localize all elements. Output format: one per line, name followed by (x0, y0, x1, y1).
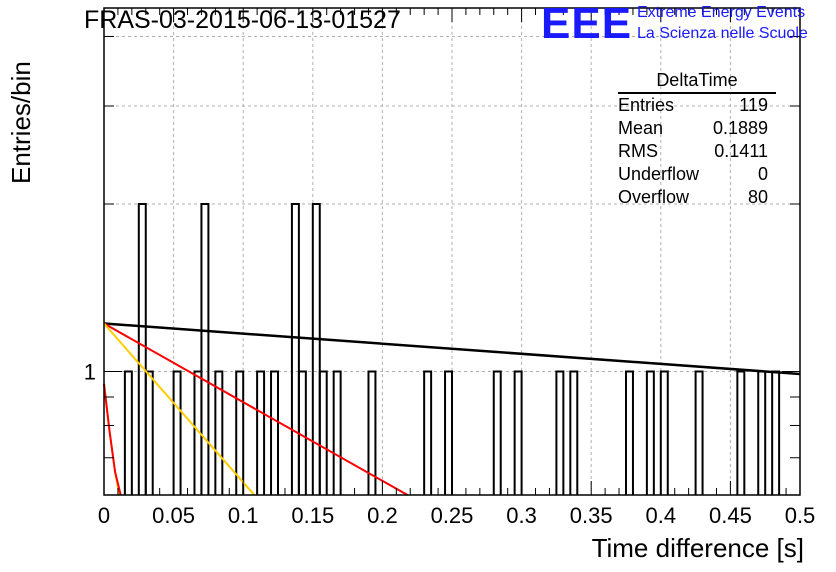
stats-value: 0 (757, 164, 768, 184)
histogram-bar (172, 370, 182, 495)
histogram-bar (555, 370, 565, 495)
histogram-bar (736, 370, 746, 495)
histogram-bar (200, 203, 210, 495)
brand-line-1: Extreme Energy Events (637, 4, 806, 21)
x-tick-label: 0.2 (367, 503, 398, 528)
stats-key: Overflow (618, 187, 690, 207)
histogram-bar (444, 370, 453, 495)
stats-value: 119 (739, 95, 768, 115)
x-tick-label: 0.15 (291, 503, 334, 528)
x-tick-label: 0.25 (431, 503, 474, 528)
histogram-bar (332, 370, 342, 495)
x-tick-label: 0.1 (228, 503, 259, 528)
x-tick-label: 0 (98, 503, 110, 528)
histogram-bar (367, 370, 377, 495)
x-tick-label: 0.45 (709, 503, 752, 528)
brand-line-2: La Scienza nelle Scuole (637, 25, 808, 42)
fit-curve (103, 322, 801, 376)
x-axis-label: Time difference [s] (591, 533, 804, 563)
stats-box: DeltaTime Entries 119 Mean 0.1889 RMS 0.… (612, 68, 782, 209)
stats-row-overflow: Overflow 80 (612, 186, 782, 209)
stats-title: DeltaTime (618, 68, 776, 94)
histogram-bar (569, 370, 579, 495)
stats-row-rms: RMS 0.1411 (612, 140, 782, 163)
histogram-bar (423, 370, 433, 495)
x-tick-label: 0.35 (570, 503, 613, 528)
histogram-bar (214, 370, 224, 495)
x-tick-label: 0.05 (152, 503, 195, 528)
y-tick-label: 1 (84, 360, 96, 385)
histogram-bar (123, 370, 133, 495)
fit-curve (103, 322, 256, 496)
histogram-bar (659, 370, 669, 495)
histogram-bar (513, 370, 523, 495)
histogram-bar (270, 370, 279, 495)
stats-key: Entries (618, 95, 675, 115)
histogram-bar (137, 203, 147, 495)
histogram-bar (144, 370, 154, 495)
stats-row-mean: Mean 0.1889 (612, 117, 782, 140)
fit-curve (103, 383, 122, 496)
axis-ticks (103, 8, 801, 496)
y-axis-label: Entries/bin (6, 61, 36, 184)
histogram-bar (694, 370, 704, 495)
stats-row-underflow: Underflow 0 (612, 163, 782, 186)
stats-value: 80 (747, 187, 768, 207)
stats-value: 0.1411 (714, 141, 768, 161)
histogram-bar (492, 370, 502, 495)
stats-key: Mean (618, 118, 664, 138)
stats-row-entries: Entries 119 (612, 94, 782, 117)
histogram-bar (235, 370, 245, 495)
histogram-bar (757, 370, 767, 495)
x-tick-label: 0.4 (646, 503, 677, 528)
histogram-bar (318, 370, 328, 495)
fit-curve (103, 322, 408, 496)
x-tick-label: 0.3 (506, 503, 537, 528)
histogram-bar (771, 370, 781, 495)
histogram-bar (645, 370, 655, 495)
chart-title: FRAS-03-2015-06-13-01527 (84, 6, 401, 34)
tick-labels: 0 0.05 0.1 0.15 0.2 0.25 0.3 0.35 0.4 0.45 0.5 1 (84, 360, 816, 528)
x-tick-label: 0.5 (785, 503, 816, 528)
histogram-bar (625, 370, 634, 495)
histogram-bar (311, 203, 321, 495)
fit-curves (103, 322, 801, 496)
histogram-bar (256, 370, 266, 495)
stats-value: 0.1889 (712, 118, 768, 138)
eee-logo: EEE (541, 0, 633, 48)
stats-key: Underflow (618, 164, 700, 184)
histogram-bar (290, 203, 300, 495)
stats-key: RMS (618, 141, 658, 161)
